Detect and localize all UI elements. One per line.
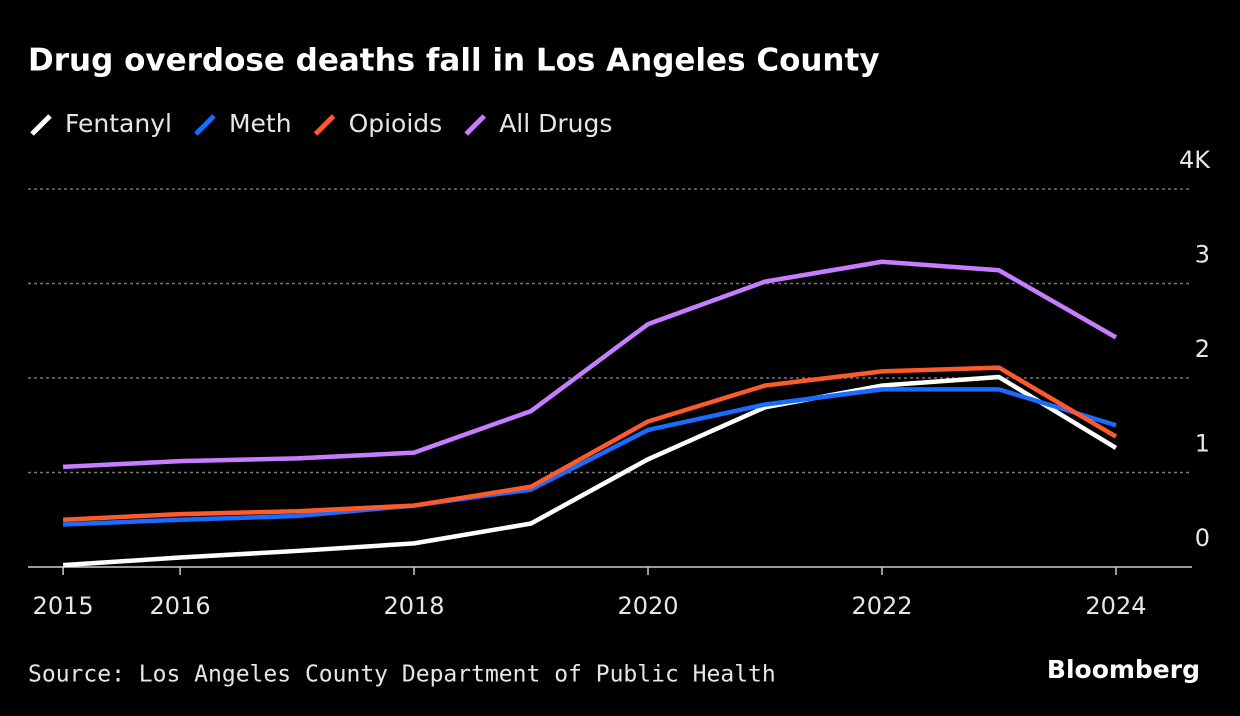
y-tick-label: 3 (1195, 241, 1210, 269)
x-tick-label: 2018 (384, 592, 445, 620)
x-tick-label: 2016 (150, 592, 211, 620)
x-tick-label: 2024 (1085, 592, 1146, 620)
legend-label: Meth (229, 109, 292, 138)
legend-swatch (464, 114, 486, 136)
series-line (62, 365, 1118, 522)
chart-title: Drug overdose deaths fall in Los Angeles… (28, 43, 880, 79)
legend-label: Opioids (349, 109, 443, 138)
x-tick-label: 2015 (33, 592, 94, 620)
series-line (63, 387, 1117, 527)
source: Source: Los Angeles County Department of… (28, 662, 776, 688)
y-tick-label: 1 (1195, 430, 1210, 458)
brand: Bloomberg (1047, 655, 1200, 684)
y-tick-label: 4K (1179, 146, 1211, 174)
legend-label: Fentanyl (65, 109, 172, 138)
y-tick-label: 0 (1195, 524, 1210, 552)
x-tick-label: 2020 (617, 592, 678, 620)
legend-label: All Drugs (499, 109, 612, 138)
x-tick-label: 2022 (851, 592, 912, 620)
series-line (62, 259, 1118, 470)
legend-swatch (313, 114, 336, 136)
legend-swatch (30, 114, 52, 136)
legend-swatch (194, 114, 216, 136)
y-tick-label: 2 (1195, 335, 1210, 363)
series-line (62, 374, 1118, 568)
